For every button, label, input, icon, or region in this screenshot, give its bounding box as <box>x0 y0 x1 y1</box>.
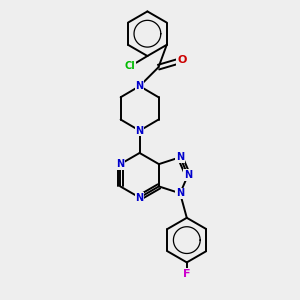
Text: F: F <box>183 269 190 279</box>
Text: N: N <box>184 170 192 180</box>
Text: N: N <box>176 188 184 198</box>
Text: N: N <box>176 152 184 162</box>
Text: N: N <box>136 81 144 91</box>
Text: Cl: Cl <box>125 61 136 71</box>
Text: O: O <box>177 55 187 65</box>
Text: N: N <box>136 193 144 202</box>
Text: N: N <box>116 159 124 169</box>
Text: N: N <box>136 126 144 136</box>
